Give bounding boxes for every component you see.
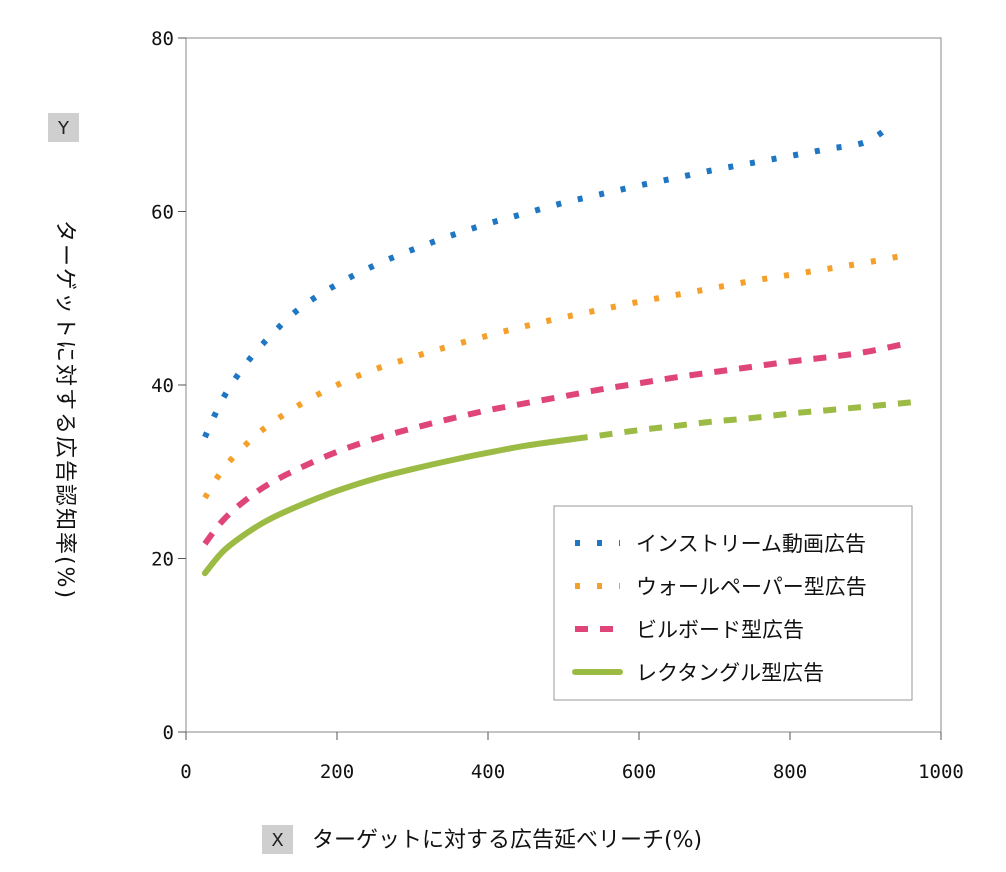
legend-box <box>553 505 913 701</box>
y-axis-title: ターゲットに対する広告認知率(%) <box>52 220 77 600</box>
series-line-2 <box>202 340 908 546</box>
x-tick-label: 800 <box>773 761 807 783</box>
series-line-3 <box>201 435 578 577</box>
series-layer <box>201 122 912 577</box>
x-tick-label: 600 <box>622 761 656 783</box>
y-tick-label: 0 <box>163 722 174 744</box>
x-tick-label: 0 <box>180 761 191 783</box>
legend-label-0: インストリーム動画広告 <box>636 532 866 556</box>
legend-label-3: レクタングル型広告 <box>636 661 824 685</box>
series-line-1 <box>202 251 908 500</box>
y-tick-label: 80 <box>151 28 174 50</box>
x-axis-title: ターゲットに対する広告延べリーチ(%) <box>312 828 702 853</box>
x-tick-label: 1000 <box>918 761 964 783</box>
legend-label-2: ビルボード型広告 <box>636 618 804 642</box>
x-axis-tag: X <box>271 830 283 851</box>
y-tick-label: 20 <box>151 549 174 571</box>
y-axis-tag-box <box>48 113 79 142</box>
y-tick-label: 60 <box>151 202 174 224</box>
series-line-4 <box>574 399 912 442</box>
x-tick-label: 400 <box>471 761 505 783</box>
x-axis-tag-box <box>262 825 293 854</box>
y-axis-tag: Y <box>57 118 70 139</box>
y-tick-label: 40 <box>151 375 174 397</box>
legend-label-1: ウォールペーパー型広告 <box>636 575 867 599</box>
x-tick-label: 200 <box>320 761 354 783</box>
